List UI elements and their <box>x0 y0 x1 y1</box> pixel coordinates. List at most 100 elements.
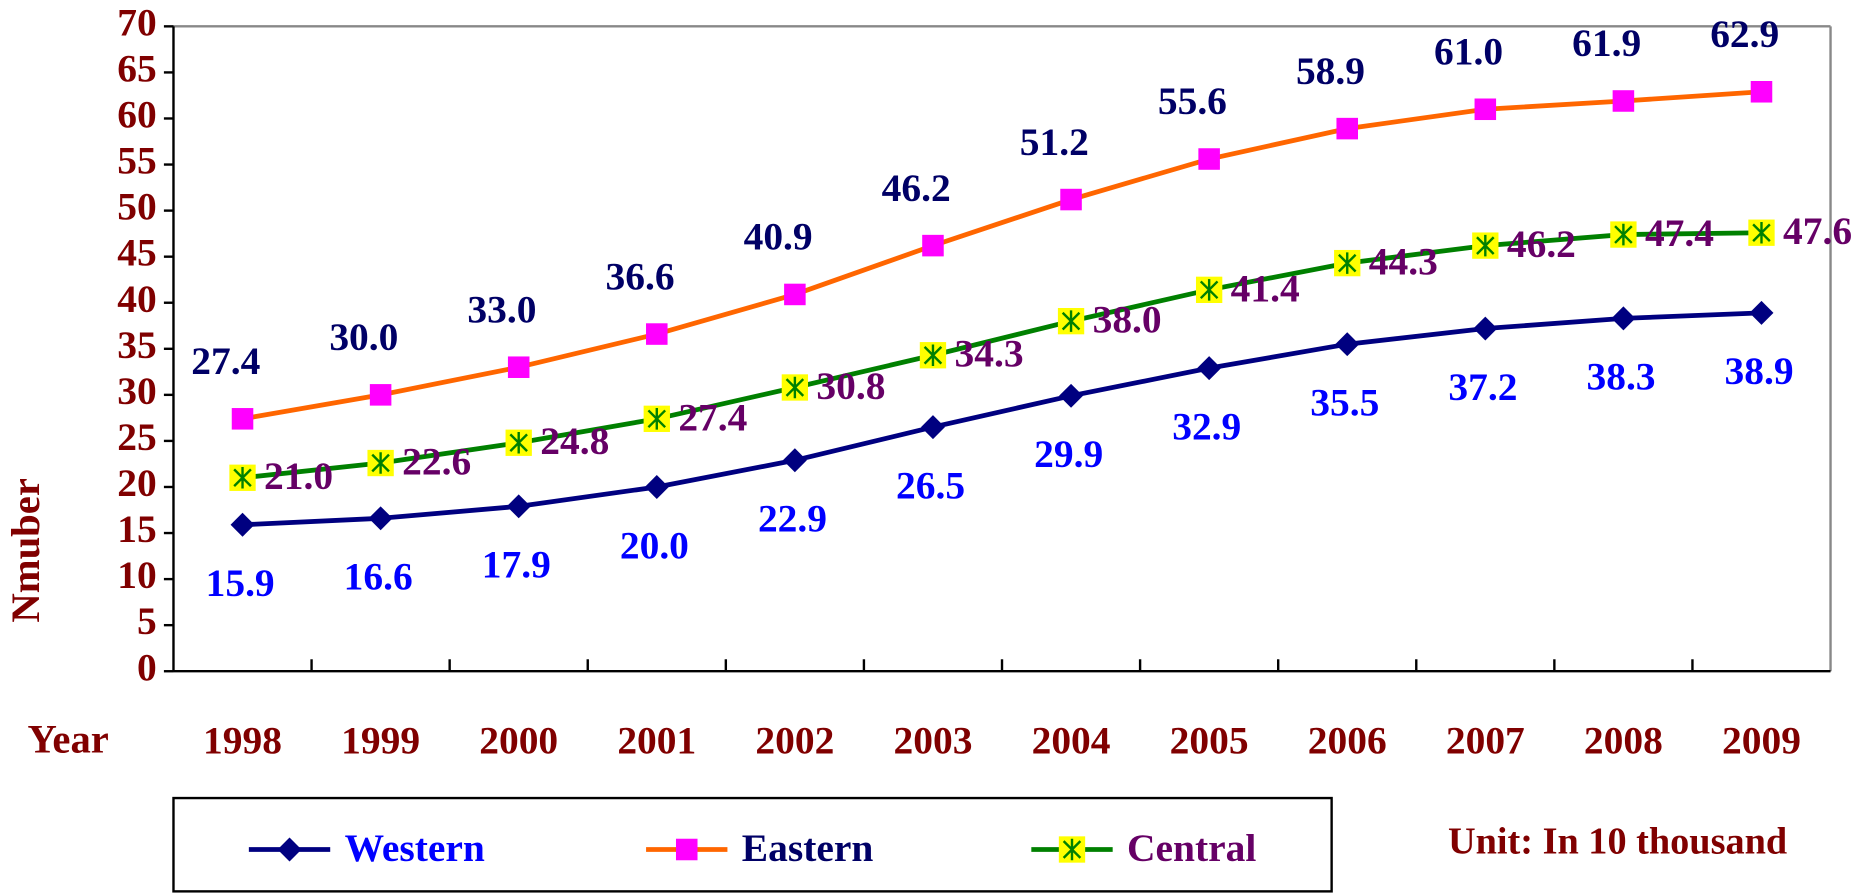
data-label: 15.9 <box>206 561 275 605</box>
x-tick-label: 2007 <box>1446 718 1525 762</box>
data-label: 62.9 <box>1710 12 1779 56</box>
marker-star <box>1338 252 1357 274</box>
data-point <box>1748 219 1775 246</box>
series-line <box>242 230 1762 481</box>
y-tick-label: 10 <box>117 553 156 597</box>
data-label: 35.5 <box>1310 380 1379 424</box>
marker-star <box>785 376 805 399</box>
data-label: 22.9 <box>758 497 827 541</box>
data-label: 26.5 <box>896 463 965 507</box>
x-tick-label: 1998 <box>203 718 282 762</box>
y-tick-label: 20 <box>117 461 156 505</box>
y-tick-label: 0 <box>137 645 157 689</box>
y-tick-label: 5 <box>137 599 157 643</box>
legend-marker <box>277 837 302 862</box>
x-tick-label: 2003 <box>893 718 972 762</box>
data-point <box>1195 276 1223 303</box>
x-tick-label: 2005 <box>1170 718 1249 762</box>
y-tick-label: 35 <box>117 323 156 367</box>
data-label: 40.9 <box>744 215 813 259</box>
marker-star <box>509 431 528 454</box>
marker-star <box>233 467 252 489</box>
marker-star <box>647 408 667 430</box>
data-label: 58.9 <box>1296 49 1365 93</box>
data-point <box>368 506 393 531</box>
data-point <box>644 475 669 499</box>
data-point <box>1749 300 1774 325</box>
data-point <box>646 323 668 345</box>
data-label: 38.9 <box>1725 349 1794 393</box>
legend-label: Eastern <box>742 826 874 870</box>
data-label: 30.0 <box>329 315 398 359</box>
x-tick-label: 1999 <box>341 718 420 762</box>
y-axis-title: Nmuber <box>3 478 48 623</box>
data-point <box>1473 316 1498 341</box>
data-point <box>229 464 256 491</box>
data-point <box>1750 80 1773 103</box>
x-tick-label: 2004 <box>1032 718 1111 762</box>
data-point <box>1059 383 1084 408</box>
data-point <box>1610 221 1637 248</box>
data-label: 34.3 <box>955 332 1024 376</box>
x-tick-label: 2001 <box>617 718 696 762</box>
data-point <box>781 374 809 401</box>
marker-star <box>1752 221 1771 244</box>
data-label: 47.4 <box>1645 211 1714 255</box>
data-label: 46.2 <box>1507 222 1576 266</box>
data-point <box>1472 232 1499 259</box>
legend-marker <box>675 838 698 861</box>
data-label: 36.6 <box>606 254 675 298</box>
y-tick-label: 30 <box>117 369 156 413</box>
data-label: 21.0 <box>264 454 333 498</box>
data-point <box>919 342 947 369</box>
x-tick-label: 2009 <box>1722 718 1801 762</box>
data-label: 17.9 <box>482 543 551 587</box>
marker-star <box>1061 310 1081 332</box>
data-label: 47.6 <box>1783 209 1852 253</box>
y-tick-label: 25 <box>117 415 156 459</box>
data-label: 46.2 <box>882 166 951 210</box>
series-line <box>242 89 1762 422</box>
legend-box <box>172 796 1333 893</box>
data-point <box>1334 249 1361 277</box>
data-label: 55.6 <box>1158 79 1227 123</box>
y-tick-label: 55 <box>117 139 156 183</box>
legend-marker <box>1058 836 1086 863</box>
x-axis-title: Year <box>28 716 109 761</box>
data-point <box>1336 117 1358 140</box>
data-point <box>921 415 945 440</box>
marker-star <box>1062 838 1082 861</box>
marker-star <box>923 344 943 367</box>
marker-star <box>371 452 390 474</box>
data-label: 37.2 <box>1448 365 1517 409</box>
data-point <box>1057 307 1085 335</box>
legend-label: Western <box>345 826 485 870</box>
data-label: 51.2 <box>1020 120 1089 164</box>
data-label: 22.6 <box>402 439 471 483</box>
data-label: 29.9 <box>1034 432 1103 476</box>
data-point <box>369 384 392 406</box>
marker-star <box>1199 279 1219 301</box>
data-point <box>1474 98 1497 121</box>
y-tick-label: 45 <box>117 231 156 275</box>
data-label: 41.4 <box>1231 266 1300 310</box>
data-point <box>507 356 530 378</box>
series-line <box>242 310 1762 528</box>
data-point <box>1060 188 1082 211</box>
data-label: 16.6 <box>344 555 413 599</box>
y-tick-label: 50 <box>117 185 156 229</box>
data-point <box>506 494 531 519</box>
data-label: 27.4 <box>191 339 260 383</box>
data-point <box>922 234 944 257</box>
y-tick-label: 60 <box>117 93 156 137</box>
data-point <box>1198 148 1220 170</box>
data-point <box>367 449 394 477</box>
unit-note: Unit: In 10 thousand <box>1448 820 1787 862</box>
x-tick-label: 2002 <box>755 718 834 762</box>
data-point <box>230 512 255 537</box>
data-point <box>1197 356 1222 381</box>
data-point <box>643 405 670 432</box>
data-point <box>1335 332 1360 357</box>
x-tick-label: 2008 <box>1584 718 1663 762</box>
